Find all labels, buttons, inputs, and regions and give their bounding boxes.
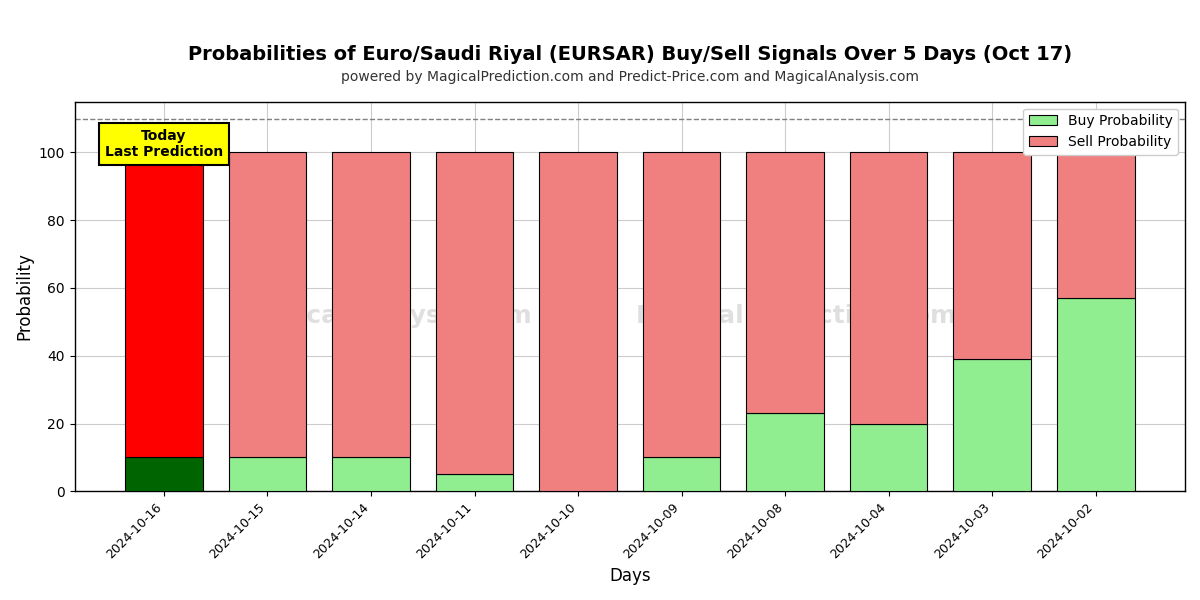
Bar (229, 152, 306, 457)
Bar (746, 152, 824, 413)
Bar (125, 152, 203, 457)
Bar (229, 457, 306, 491)
Bar (953, 152, 1031, 359)
Title: Probabilities of Euro/Saudi Riyal (EURSAR) Buy/Sell Signals Over 5 Days (Oct 17): Probabilities of Euro/Saudi Riyal (EURSA… (187, 45, 1072, 64)
Bar (746, 413, 824, 491)
Bar (125, 457, 203, 491)
Text: MagicalAnalysis.com: MagicalAnalysis.com (239, 304, 533, 328)
Bar (643, 457, 720, 491)
Bar (1057, 152, 1134, 298)
Bar (850, 152, 928, 424)
Y-axis label: Probability: Probability (16, 253, 34, 340)
Text: Today
Last Prediction: Today Last Prediction (104, 129, 223, 159)
Bar (953, 359, 1031, 491)
Bar (643, 152, 720, 457)
Text: MagicalPrediction.com: MagicalPrediction.com (636, 304, 958, 328)
Bar (1057, 298, 1134, 491)
Bar (332, 152, 410, 457)
Bar (539, 152, 617, 491)
X-axis label: Days: Days (610, 567, 650, 585)
Bar (332, 457, 410, 491)
Bar (436, 475, 514, 491)
Bar (850, 424, 928, 491)
Text: powered by MagicalPrediction.com and Predict-Price.com and MagicalAnalysis.com: powered by MagicalPrediction.com and Pre… (341, 70, 919, 84)
Bar (436, 152, 514, 475)
Legend: Buy Probability, Sell Probability: Buy Probability, Sell Probability (1024, 109, 1178, 155)
